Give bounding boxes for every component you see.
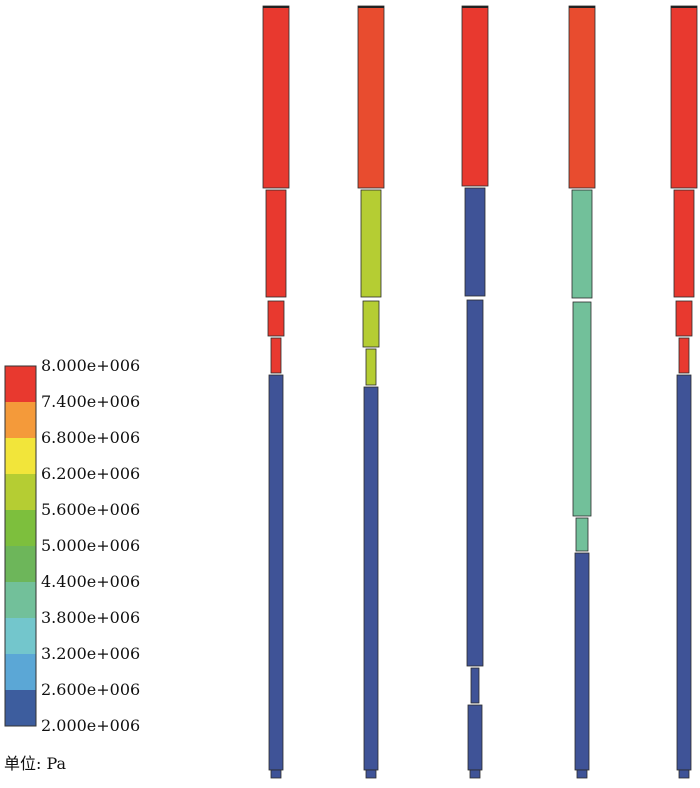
legend-swatch-6 xyxy=(5,582,36,618)
pipe-3-segment-1 xyxy=(464,187,486,297)
pipe-4-segment-2 xyxy=(572,301,592,517)
pipe-2 xyxy=(357,5,385,779)
legend-swatch-3 xyxy=(5,474,36,510)
pipe-4-segment-0 xyxy=(568,5,596,189)
legend-swatch-1 xyxy=(5,402,36,438)
legend-label-5: 5.000e+006 xyxy=(41,536,141,555)
legend-label-9: 2.600e+006 xyxy=(41,680,141,699)
pipe-5-segment-4 xyxy=(676,374,692,771)
legend-swatch-0 xyxy=(5,366,36,402)
pipe-5-segment-3 xyxy=(678,337,690,374)
pipe-3-segment-4 xyxy=(467,704,483,771)
pipe-1-segment-1 xyxy=(265,189,287,298)
pipe-2-segment-2 xyxy=(362,300,380,348)
pipe-2-segment-5 xyxy=(365,769,377,779)
pipe-2-segment-4 xyxy=(363,386,379,771)
pipe-2-segment-1 xyxy=(360,189,382,298)
legend-swatch-4 xyxy=(5,510,36,546)
pipe-3-segment-5 xyxy=(469,769,481,779)
legend-label-3: 6.200e+006 xyxy=(41,464,141,483)
legend-swatch-9 xyxy=(5,690,36,726)
pipe-4-segment-1 xyxy=(571,189,593,299)
pipe-4-segment-3 xyxy=(575,517,589,552)
legend-label-4: 5.600e+006 xyxy=(41,500,141,519)
legend-label-2: 6.800e+006 xyxy=(41,428,141,447)
pipe-3-segment-2 xyxy=(466,299,484,667)
legend-label-6: 4.400e+006 xyxy=(41,572,141,591)
pipe-5-segment-5 xyxy=(678,769,690,779)
legend-label-0: 8.000e+006 xyxy=(41,356,141,375)
legend-label-10: 2.000e+006 xyxy=(41,716,141,735)
legend-label-1: 7.400e+006 xyxy=(41,392,141,411)
pipe-2-segment-3 xyxy=(365,348,377,386)
pipe-1 xyxy=(262,5,290,779)
pipe-2-segment-0 xyxy=(357,5,385,189)
pipe-1-segment-3 xyxy=(270,337,282,374)
pipe-1-segment-5 xyxy=(270,769,282,779)
legend-swatch-2 xyxy=(5,438,36,474)
legend-swatch-8 xyxy=(5,654,36,690)
pipe-1-segment-4 xyxy=(268,374,284,771)
pipe-3-segment-3 xyxy=(470,667,480,704)
legend-swatch-7 xyxy=(5,618,36,654)
pipe-4 xyxy=(568,5,596,779)
pipe-5-segment-1 xyxy=(673,189,695,298)
legend-swatch-5 xyxy=(5,546,36,582)
legend-border xyxy=(4,365,37,727)
pipe-1-segment-0 xyxy=(262,5,290,189)
pipe-3 xyxy=(461,5,489,779)
pipe-3-segment-0 xyxy=(461,5,489,187)
pipe-4-segment-5 xyxy=(576,769,588,779)
pipe-5 xyxy=(670,5,698,779)
pipe-4-segment-4 xyxy=(574,552,590,771)
pipe-5-segment-0 xyxy=(670,5,698,189)
legend-label-7: 3.800e+006 xyxy=(41,608,141,627)
pipe-1-segment-2 xyxy=(267,300,285,337)
unit-label: 单位: Pa xyxy=(4,754,67,773)
legend-label-8: 3.200e+006 xyxy=(41,644,141,663)
pipe-5-segment-2 xyxy=(675,300,693,337)
